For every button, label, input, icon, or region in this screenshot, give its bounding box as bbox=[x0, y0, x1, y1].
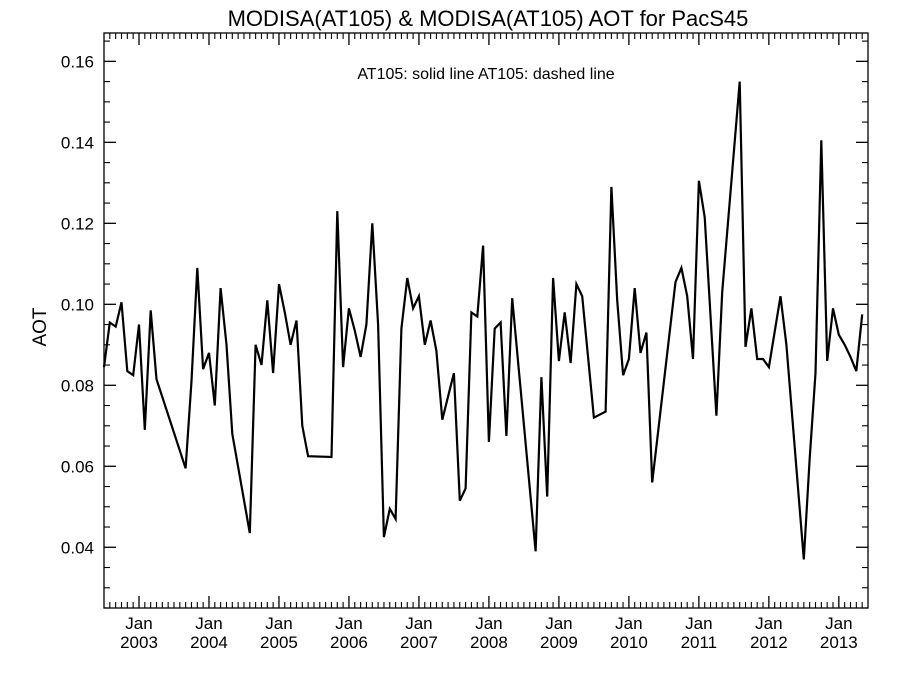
x-tick-label-month: Jan bbox=[615, 614, 642, 633]
x-tick-label-month: Jan bbox=[545, 614, 572, 633]
legend-text: AT105: solid line AT105: dashed line bbox=[357, 66, 614, 83]
x-tick-label-month: Jan bbox=[755, 614, 782, 633]
x-tick-label-month: Jan bbox=[685, 614, 712, 633]
x-tick-label-year: 2006 bbox=[330, 633, 368, 652]
x-tick-label-month: Jan bbox=[265, 614, 292, 633]
y-axis-label: AOT bbox=[30, 307, 51, 346]
y-tick-label: 0.06 bbox=[61, 457, 94, 476]
x-tick-label-month: Jan bbox=[125, 614, 152, 633]
x-tick-label-month: Jan bbox=[195, 614, 222, 633]
x-tick-label-year: 2008 bbox=[470, 633, 508, 652]
x-tick-label-year: 2003 bbox=[120, 633, 158, 652]
x-tick-label-month: Jan bbox=[335, 614, 362, 633]
x-tick-label-year: 2011 bbox=[681, 633, 718, 652]
x-tick-label-year: 2012 bbox=[750, 633, 788, 652]
y-tick-label: 0.16 bbox=[61, 52, 94, 71]
y-tick-label: 0.10 bbox=[61, 295, 94, 314]
series-layer bbox=[102, 81, 864, 560]
x-tick-label-year: 2013 bbox=[820, 633, 858, 652]
x-axis-ticks: Jan2003Jan2004Jan2005Jan2006Jan2007Jan20… bbox=[109, 33, 863, 652]
y-tick-label: 0.12 bbox=[61, 214, 94, 233]
x-tick-label-year: 2005 bbox=[260, 633, 298, 652]
y-axis-ticks: 0.04 0.06 0.08 0.10 0.12 0.14 0.16 bbox=[61, 40, 868, 609]
chart-title: MODISA(AT105) & MODISA(AT105) AOT for Pa… bbox=[228, 6, 749, 31]
y-tick-label: 0.04 bbox=[61, 538, 94, 557]
x-tick-label-month: Jan bbox=[405, 614, 432, 633]
x-tick-label-year: 2009 bbox=[540, 633, 578, 652]
x-tick-label-month: Jan bbox=[825, 614, 852, 633]
x-tick-label-month: Jan bbox=[475, 614, 502, 633]
aot-series-line-0 bbox=[102, 81, 864, 560]
x-tick-label-year: 2004 bbox=[190, 633, 228, 652]
y-tick-label: 0.14 bbox=[61, 133, 94, 152]
x-tick-label-year: 2007 bbox=[400, 633, 438, 652]
plot-frame bbox=[103, 32, 869, 609]
y-tick-label: 0.08 bbox=[61, 376, 94, 395]
x-tick-label-year: 2010 bbox=[610, 633, 648, 652]
